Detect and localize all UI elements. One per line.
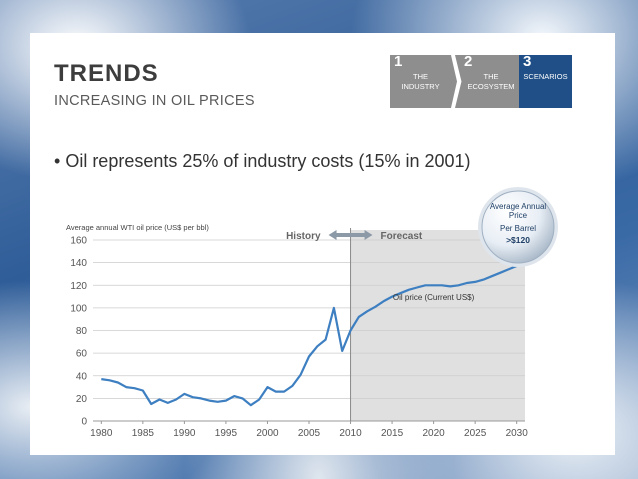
x-tick-label: 2000 bbox=[256, 428, 279, 439]
step-industry[interactable]: 1 THE INDUSTRY bbox=[390, 55, 457, 108]
x-tick-label: 2005 bbox=[298, 428, 321, 439]
step-scenarios[interactable]: 3 SCENARIOS bbox=[519, 53, 572, 108]
y-axis-title: Average annual WTI oil price (US$ per bb… bbox=[66, 223, 209, 232]
callout-badge bbox=[481, 190, 555, 264]
slide-title: TRENDS bbox=[54, 60, 159, 87]
y-tick-label: 160 bbox=[70, 236, 87, 247]
x-tick-label: 2015 bbox=[381, 428, 404, 439]
x-tick-label: 1980 bbox=[90, 428, 113, 439]
step-number: 1 bbox=[394, 53, 403, 70]
oil-price-line bbox=[101, 264, 518, 407]
series-label: Oil price (Current US$) bbox=[393, 293, 475, 302]
y-tick-label: 140 bbox=[70, 258, 87, 269]
step-label: THE ECOSYSTEM bbox=[467, 72, 515, 91]
bullet-point: • Oil represents 25% of industry costs (… bbox=[54, 151, 471, 171]
y-tick-label: 100 bbox=[70, 303, 87, 314]
x-tick-label: 1995 bbox=[215, 428, 238, 439]
callout-line3: Per Barrel bbox=[500, 224, 536, 233]
y-tick-label: 120 bbox=[70, 281, 87, 292]
history-label: History bbox=[286, 231, 321, 242]
y-tick-label: 0 bbox=[81, 417, 87, 428]
callout-line1: Average Annual bbox=[490, 202, 547, 211]
y-tick-label: 60 bbox=[76, 349, 88, 360]
double-arrow-icon bbox=[328, 230, 373, 240]
callout-line2: Price bbox=[509, 211, 528, 220]
y-tick-label: 40 bbox=[76, 371, 88, 382]
x-tick-label: 2030 bbox=[506, 428, 529, 439]
step-number: 2 bbox=[464, 53, 473, 70]
y-tick-label: 80 bbox=[76, 326, 88, 337]
step-number: 3 bbox=[523, 53, 532, 70]
x-tick-label: 1990 bbox=[173, 428, 196, 439]
step-label: SCENARIOS bbox=[523, 72, 568, 81]
bullet-text: Oil represents 25% of industry costs (15… bbox=[65, 151, 471, 171]
slide-subtitle: INCREASING IN OIL PRICES bbox=[54, 93, 255, 109]
callout-value: >$120 bbox=[506, 235, 530, 245]
x-tick-label: 2010 bbox=[339, 428, 362, 439]
x-tick-label: 1985 bbox=[132, 428, 155, 439]
y-tick-label: 20 bbox=[76, 394, 88, 405]
step-label: THE INDUSTRY bbox=[401, 72, 440, 91]
x-tick-label: 2020 bbox=[422, 428, 445, 439]
step-ecosystem[interactable]: 2 THE ECOSYSTEM bbox=[455, 55, 527, 108]
x-tick-label: 2025 bbox=[464, 428, 487, 439]
forecast-label: Forecast bbox=[381, 231, 423, 242]
forecast-region bbox=[350, 230, 525, 421]
